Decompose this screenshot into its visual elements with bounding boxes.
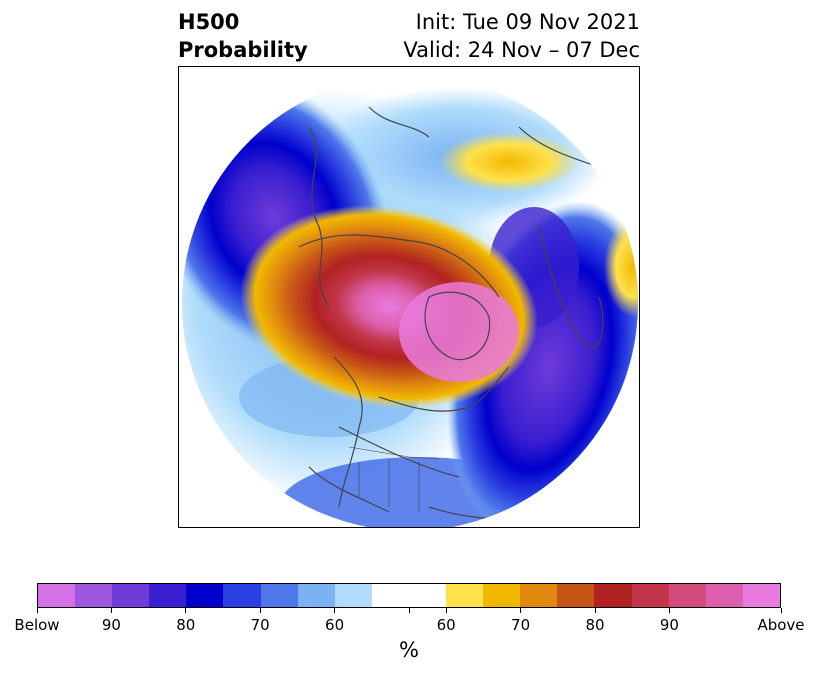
colorbar-segment bbox=[705, 584, 743, 607]
colorbar-segment bbox=[223, 584, 261, 607]
colorbar-segment bbox=[742, 584, 780, 607]
colorbar bbox=[37, 583, 781, 608]
colorbar-segment bbox=[186, 584, 224, 607]
colorbar-tick-label: 60 bbox=[436, 616, 456, 634]
colorbar-segment bbox=[297, 584, 335, 607]
colorbar-tick bbox=[334, 608, 336, 613]
map-title-right: Init: Tue 09 Nov 2021 Valid: 24 Nov – 07… bbox=[403, 8, 640, 64]
colorbar-tick-label: 80 bbox=[176, 616, 196, 634]
colorbar-tick bbox=[780, 608, 782, 613]
colorbar-tick-label: 90 bbox=[659, 616, 679, 634]
colorbar-segment bbox=[557, 584, 595, 607]
title-variable: H500 bbox=[178, 10, 240, 34]
colorbar-segment bbox=[334, 584, 372, 607]
colorbar-segment bbox=[112, 584, 150, 607]
colorbar-tick-label: Below bbox=[14, 616, 60, 634]
colorbar-tick bbox=[36, 608, 38, 613]
colorbar-tick bbox=[259, 608, 261, 613]
colorbar-tick bbox=[668, 608, 670, 613]
colorbar-tick bbox=[594, 608, 596, 613]
title-valid-range: Valid: 24 Nov – 07 Dec bbox=[403, 38, 640, 62]
colorbar-segment bbox=[520, 584, 558, 607]
colorbar-segment bbox=[75, 584, 113, 607]
title-init-date: Init: Tue 09 Nov 2021 bbox=[415, 10, 640, 34]
colorbar-segment bbox=[668, 584, 706, 607]
colorbar-segment bbox=[594, 584, 632, 607]
colorbar-segment bbox=[371, 584, 409, 607]
map-panel bbox=[178, 66, 640, 528]
colorbar-tick bbox=[408, 608, 410, 613]
colorbar-tick bbox=[520, 608, 522, 613]
colorbar-tick-label: Above bbox=[757, 616, 805, 634]
colorbar-segment bbox=[446, 584, 484, 607]
colorbar-segment bbox=[408, 584, 447, 607]
colorbar-tick-label: 90 bbox=[101, 616, 121, 634]
polar-map bbox=[182, 75, 638, 527]
colorbar-segment bbox=[149, 584, 187, 607]
colorbar-segment bbox=[483, 584, 521, 607]
probability-field bbox=[182, 75, 638, 527]
colorbar-tick bbox=[185, 608, 187, 613]
colorbar-tick-label: 70 bbox=[250, 616, 270, 634]
colorbar-tick bbox=[445, 608, 447, 613]
colorbar-segment bbox=[260, 584, 298, 607]
colorbar-unit-label: % bbox=[399, 638, 419, 662]
colorbar-tick-label: 60 bbox=[325, 616, 345, 634]
title-product: Probability bbox=[178, 38, 308, 62]
colorbar-tick bbox=[110, 608, 112, 613]
colorbar-tick-label: 70 bbox=[511, 616, 531, 634]
colorbar-tick-label: 80 bbox=[585, 616, 605, 634]
colorbar-segment bbox=[631, 584, 669, 607]
map-title-left: H500 Probability bbox=[178, 8, 308, 64]
colorbar-segment bbox=[38, 584, 76, 607]
